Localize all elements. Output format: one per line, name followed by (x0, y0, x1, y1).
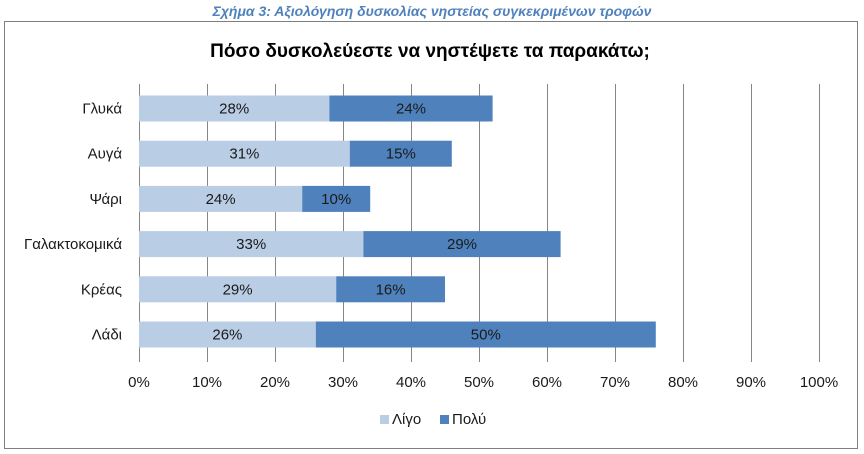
bar (336, 276, 445, 303)
data-label: 10% (321, 191, 351, 208)
data-label: 50% (471, 327, 501, 344)
data-label: 24% (396, 101, 426, 118)
x-tick-label: 30% (328, 374, 358, 391)
bar (139, 95, 330, 122)
bar (139, 140, 350, 167)
bars: 28% 24% 31% 15% 24% 10% 33% 29% 29% 16% 26% 50% (139, 95, 656, 348)
gridlines (139, 84, 820, 362)
legend-swatch (440, 415, 449, 424)
data-label: 31% (229, 146, 259, 163)
data-label: 29% (447, 236, 477, 253)
data-label: 16% (376, 281, 406, 298)
category-label: Λάδι (92, 327, 122, 344)
data-label: 33% (236, 236, 266, 253)
legend-label: Λίγο (392, 411, 421, 428)
bar (139, 276, 337, 303)
bar (139, 185, 303, 212)
data-label: 28% (219, 101, 249, 118)
chart-title: Πόσο δυσκολεύεστε να νηστέψετε τα παρακά… (210, 41, 650, 62)
x-tick-labels: 0% 10% 20% 30% 40% 50% 60% 70% 80% 90% 100% (128, 374, 838, 391)
data-label: 26% (212, 327, 242, 344)
category-label: Γαλακτοκομικά (24, 236, 122, 253)
x-tick-label: 0% (128, 374, 150, 391)
x-tick-label: 10% (192, 374, 222, 391)
bar (349, 140, 452, 167)
x-tick-label: 90% (736, 374, 766, 391)
bar (315, 321, 656, 348)
bar (363, 231, 561, 258)
category-label: Κρέας (81, 281, 122, 298)
bar (139, 231, 364, 258)
x-tick-label: 40% (396, 374, 426, 391)
category-label: Ψάρι (90, 191, 123, 208)
data-label: 29% (223, 281, 253, 298)
x-tick-label: 100% (800, 374, 838, 391)
legend: Λίγο Πολύ (380, 411, 486, 428)
legend-swatch (380, 415, 389, 424)
category-label: Γλυκά (82, 101, 122, 118)
x-tick-label: 60% (532, 374, 562, 391)
bar (139, 321, 316, 348)
bar (302, 185, 371, 212)
figure-caption: Σχήμα 3: Αξιολόγηση δυσκολίας νηστείας σ… (212, 3, 652, 19)
x-tick-label: 50% (464, 374, 494, 391)
category-labels: Γλυκά Αυγά Ψάρι Γαλακτοκομικά Κρέας Λάδι (24, 101, 122, 344)
data-label: 24% (206, 191, 236, 208)
x-tick-label: 70% (600, 374, 630, 391)
bar (329, 95, 493, 122)
x-tick-label: 80% (668, 374, 698, 391)
data-label: 15% (386, 146, 416, 163)
legend-label: Πολύ (452, 411, 486, 428)
x-tick-label: 20% (260, 374, 290, 391)
category-label: Αυγά (88, 146, 123, 163)
